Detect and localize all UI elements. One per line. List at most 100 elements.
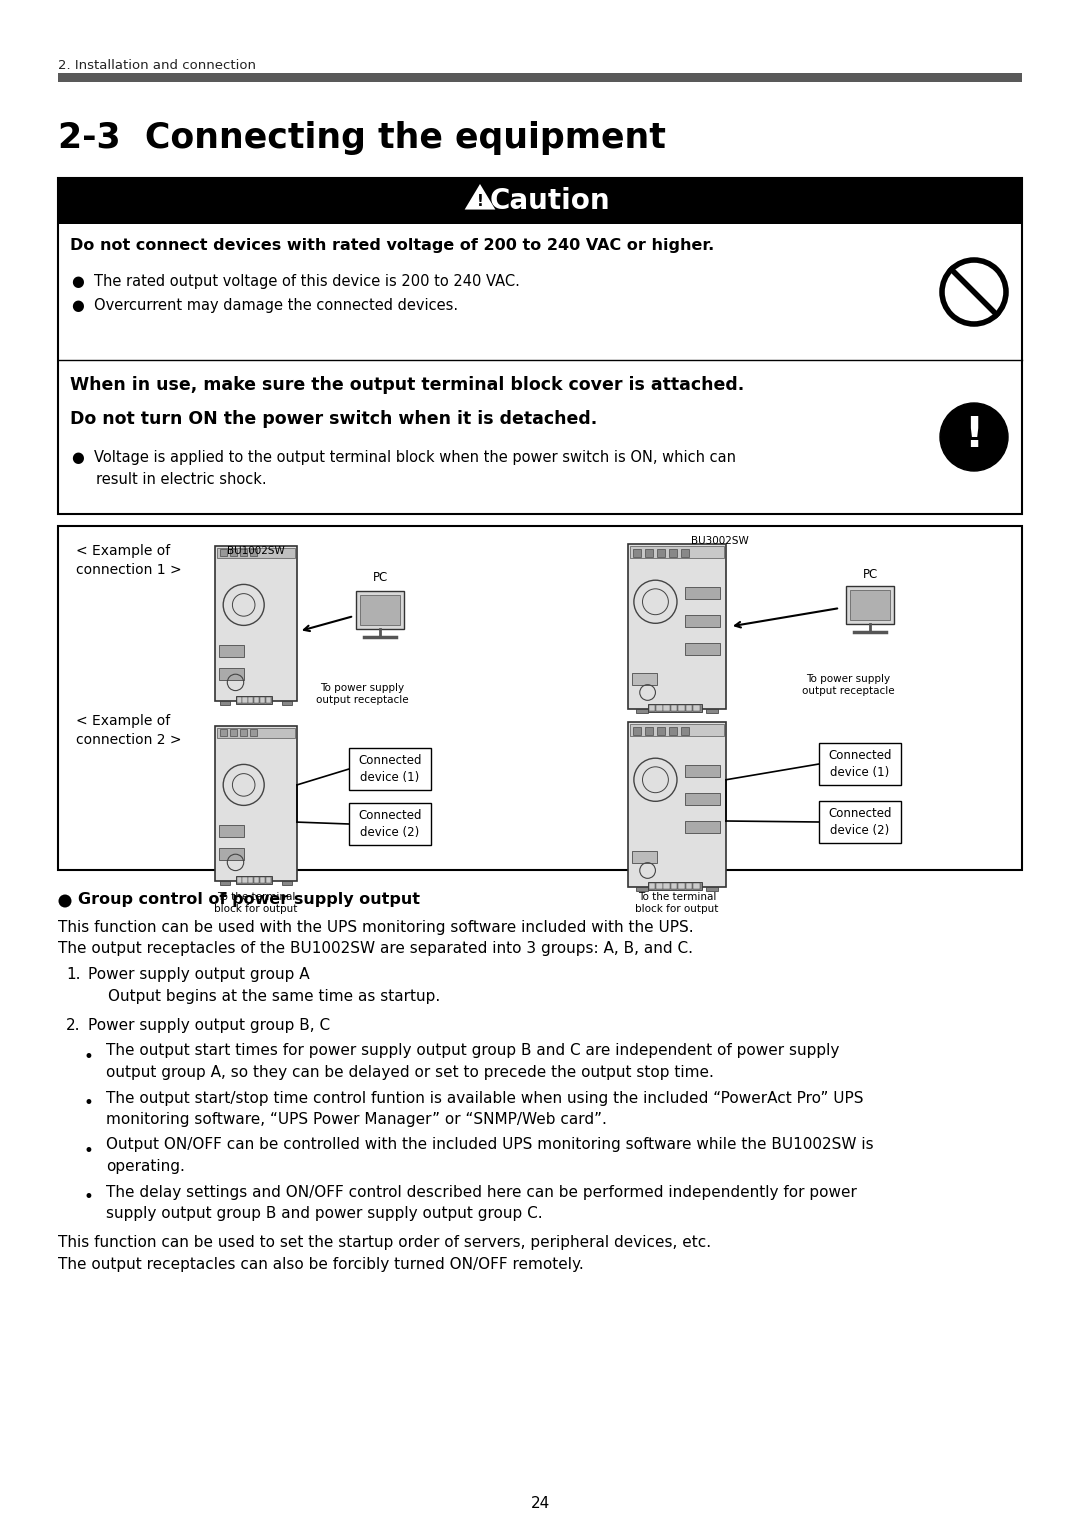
Bar bbox=[685, 821, 720, 833]
Bar bbox=[685, 644, 720, 655]
Bar bbox=[58, 526, 1022, 870]
Text: 2.: 2. bbox=[66, 1018, 81, 1033]
Bar bbox=[632, 850, 657, 862]
Text: Connected
device (2): Connected device (2) bbox=[828, 807, 892, 836]
Bar bbox=[220, 729, 227, 736]
Bar bbox=[58, 179, 1022, 514]
Text: Caution: Caution bbox=[489, 188, 610, 215]
Bar bbox=[242, 877, 247, 884]
Bar bbox=[632, 673, 657, 685]
Text: This function can be used to set the startup order of servers, peripheral device: This function can be used to set the sta… bbox=[58, 1236, 711, 1250]
Text: The delay settings and ON/OFF control described here can be performed independen: The delay settings and ON/OFF control de… bbox=[106, 1184, 856, 1199]
Bar bbox=[237, 877, 242, 884]
Text: •: • bbox=[83, 1047, 93, 1065]
Bar bbox=[266, 697, 271, 703]
Bar bbox=[706, 710, 718, 713]
Bar bbox=[633, 726, 642, 736]
Bar bbox=[645, 549, 653, 557]
Text: BU3002SW: BU3002SW bbox=[691, 536, 748, 546]
Bar bbox=[349, 803, 431, 845]
Bar bbox=[248, 697, 254, 703]
Bar bbox=[215, 546, 297, 700]
Bar bbox=[254, 877, 259, 884]
Bar bbox=[240, 729, 247, 736]
Bar bbox=[219, 668, 244, 681]
Bar bbox=[850, 591, 890, 620]
Bar bbox=[678, 705, 685, 711]
Bar bbox=[260, 697, 265, 703]
Bar bbox=[254, 697, 259, 703]
Bar bbox=[630, 546, 724, 559]
Bar bbox=[217, 548, 295, 559]
Bar bbox=[648, 703, 702, 713]
Bar bbox=[649, 705, 656, 711]
Bar bbox=[678, 884, 685, 890]
Bar bbox=[58, 73, 1022, 82]
Bar bbox=[219, 848, 244, 861]
Text: Output ON/OFF can be controlled with the included UPS monitoring software while : Output ON/OFF can be controlled with the… bbox=[106, 1137, 874, 1152]
Text: output group A, so they can be delayed or set to precede the output stop time.: output group A, so they can be delayed o… bbox=[106, 1065, 714, 1080]
Bar bbox=[693, 884, 700, 890]
Bar bbox=[685, 794, 720, 806]
Text: •: • bbox=[83, 1141, 93, 1160]
Bar bbox=[630, 723, 724, 736]
Text: •: • bbox=[83, 1094, 93, 1112]
Bar bbox=[249, 729, 257, 736]
Circle shape bbox=[940, 403, 1008, 472]
Text: PC: PC bbox=[373, 571, 388, 584]
Text: operating.: operating. bbox=[106, 1160, 185, 1173]
Bar bbox=[230, 549, 237, 555]
Text: •: • bbox=[83, 1189, 93, 1207]
Bar bbox=[681, 726, 689, 736]
Text: result in electric shock.: result in electric shock. bbox=[96, 472, 267, 487]
Text: To power supply
output receptacle: To power supply output receptacle bbox=[315, 684, 408, 705]
Bar bbox=[266, 877, 271, 884]
Bar bbox=[648, 882, 702, 890]
Bar bbox=[846, 586, 894, 624]
Bar bbox=[686, 884, 692, 890]
Bar bbox=[240, 549, 247, 555]
Text: Power supply output group B, C: Power supply output group B, C bbox=[87, 1018, 330, 1033]
Bar bbox=[657, 549, 665, 557]
Text: To power supply
output receptacle: To power supply output receptacle bbox=[801, 674, 894, 696]
Text: The output receptacles of the BU1002SW are separated into 3 groups: A, B, and C.: The output receptacles of the BU1002SW a… bbox=[58, 942, 693, 957]
Bar bbox=[217, 728, 295, 739]
Bar bbox=[706, 887, 718, 891]
Bar bbox=[242, 697, 247, 703]
Bar bbox=[248, 877, 254, 884]
Bar bbox=[685, 765, 720, 777]
Bar bbox=[669, 549, 677, 557]
Bar bbox=[235, 696, 272, 703]
Text: The output start/stop time control funtion is available when using the included : The output start/stop time control funti… bbox=[106, 1091, 864, 1105]
Text: When in use, make sure the output terminal block cover is attached.: When in use, make sure the output termin… bbox=[70, 375, 744, 394]
Circle shape bbox=[58, 894, 71, 908]
Bar bbox=[356, 591, 404, 629]
Text: Connected
device (1): Connected device (1) bbox=[359, 754, 422, 784]
Polygon shape bbox=[467, 186, 494, 209]
Bar bbox=[282, 700, 292, 705]
Bar bbox=[633, 549, 642, 557]
Bar bbox=[215, 726, 297, 881]
Bar bbox=[220, 700, 230, 705]
Text: monitoring software, “UPS Power Manager” or “SNMP/Web card”.: monitoring software, “UPS Power Manager”… bbox=[106, 1112, 607, 1128]
Text: < Example of
connection 2 >: < Example of connection 2 > bbox=[76, 714, 181, 748]
Bar bbox=[685, 615, 720, 627]
Text: Group control of power supply output: Group control of power supply output bbox=[78, 893, 420, 906]
Bar bbox=[219, 824, 244, 836]
Bar bbox=[636, 887, 648, 891]
Text: Connected
device (1): Connected device (1) bbox=[828, 749, 892, 778]
Text: supply output group B and power supply output group C.: supply output group B and power supply o… bbox=[106, 1206, 542, 1221]
Bar bbox=[693, 705, 700, 711]
Bar bbox=[349, 748, 431, 790]
Text: This function can be used with the UPS monitoring software included with the UPS: This function can be used with the UPS m… bbox=[58, 920, 693, 935]
Bar bbox=[819, 801, 901, 842]
Bar bbox=[249, 549, 257, 555]
Bar bbox=[669, 726, 677, 736]
Bar bbox=[656, 884, 662, 890]
Bar bbox=[220, 549, 227, 555]
Text: ●  Voltage is applied to the output terminal block when the power switch is ON, : ● Voltage is applied to the output termi… bbox=[72, 450, 735, 465]
Text: Output begins at the same time as startup.: Output begins at the same time as startu… bbox=[108, 989, 441, 1004]
Bar bbox=[645, 726, 653, 736]
Bar bbox=[671, 705, 677, 711]
Text: < Example of
connection 1 >: < Example of connection 1 > bbox=[76, 543, 181, 577]
